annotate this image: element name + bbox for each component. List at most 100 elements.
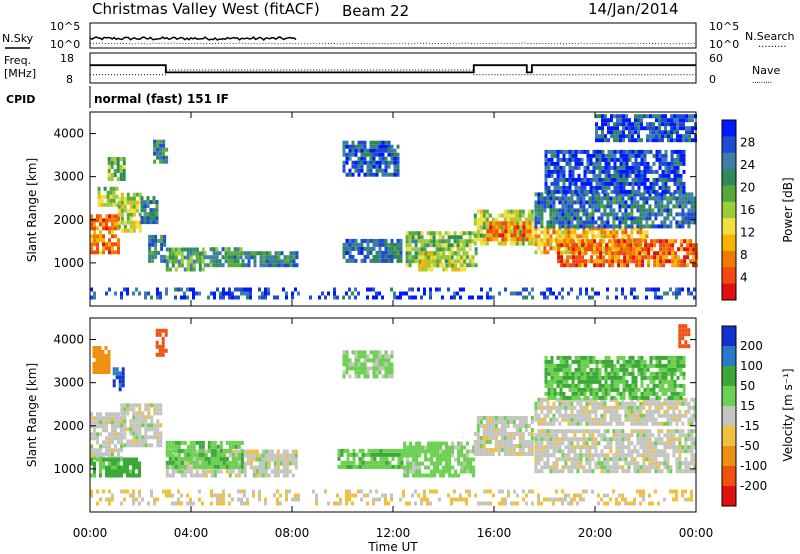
power-cell [595, 126, 598, 131]
velocity-cell [609, 421, 613, 426]
velocity-cell [448, 449, 452, 454]
power-cell [660, 208, 664, 213]
power-cell [559, 149, 563, 154]
power-cell [522, 221, 526, 226]
velocity-cell [666, 457, 670, 462]
velocity-cell [161, 328, 165, 333]
power-cell [628, 173, 632, 178]
power-cell [650, 247, 654, 252]
power-cell [381, 152, 385, 157]
power-cell [375, 164, 379, 169]
power-cell [119, 173, 123, 177]
velocity-cell [675, 417, 679, 422]
power-cell [495, 225, 499, 230]
power-cell [146, 220, 150, 225]
power-cell [570, 224, 574, 229]
power-cell [631, 130, 634, 135]
velocity-cell [243, 453, 247, 458]
velocity-cell [660, 405, 664, 410]
velocity-cell [479, 416, 483, 420]
velocity-cell [117, 457, 120, 462]
velocity-cell [600, 433, 604, 438]
velocity-cell [609, 445, 613, 450]
power-cell [297, 291, 300, 296]
power-cell [345, 172, 349, 177]
power-cell [687, 216, 691, 221]
power-cell [658, 153, 662, 158]
velocity-cell [288, 469, 292, 474]
power-cell [285, 291, 288, 296]
power-cell [414, 231, 418, 236]
velocity-cell [645, 429, 649, 434]
power-cell [615, 216, 619, 221]
velocity-cell [573, 433, 577, 438]
power-cell [577, 161, 581, 166]
velocity-cell [503, 416, 507, 420]
velocity-cell [186, 448, 190, 453]
power-cell [390, 152, 394, 157]
velocity-cell [159, 439, 163, 444]
velocity-cell [512, 452, 516, 456]
power-cell [679, 177, 683, 182]
power-cell [621, 287, 624, 292]
power-cell [262, 259, 266, 264]
velocity-cell [370, 464, 374, 469]
power-cell [658, 157, 662, 162]
velocity-cell [693, 465, 697, 470]
power-cell [528, 225, 532, 230]
power-cell [645, 224, 649, 229]
velocity-cell [436, 441, 440, 446]
velocity-cell [364, 452, 368, 457]
power-cell [604, 153, 608, 158]
power-cell [411, 259, 415, 264]
power-cell [509, 209, 513, 214]
power-cell [547, 157, 551, 162]
power-cell [673, 122, 676, 127]
velocity-cell [594, 441, 598, 446]
power-cell [498, 229, 502, 234]
velocity-cell [261, 469, 265, 474]
power-cell [195, 259, 199, 264]
power-cell [345, 160, 349, 165]
velocity-cell [690, 437, 694, 442]
power-cell [620, 247, 624, 252]
power-cell [649, 122, 652, 127]
power-cell [633, 192, 637, 197]
power-cell [660, 224, 664, 229]
power-cell [555, 238, 559, 243]
power-cell [603, 212, 607, 217]
velocity-cell [234, 473, 238, 478]
power-cell [657, 196, 661, 201]
velocity-cell [123, 419, 127, 424]
power-cell [417, 235, 421, 240]
power-cell [555, 196, 559, 201]
power-cell [589, 169, 593, 174]
power-cell [606, 224, 610, 229]
power-cell [695, 251, 699, 256]
velocity-cell [469, 449, 473, 454]
power-cell [570, 246, 574, 251]
velocity-cell [95, 370, 99, 374]
velocity-cell [204, 464, 208, 469]
power-cell [570, 192, 574, 197]
power-cell [90, 250, 93, 255]
velocity-cell [126, 411, 130, 416]
power-cell [342, 242, 346, 247]
velocity-cell [138, 473, 141, 478]
power-cell [201, 251, 205, 256]
velocity-cell [430, 473, 434, 478]
power-cell [620, 263, 624, 268]
power-cell [627, 234, 631, 239]
velocity-cell [612, 417, 616, 422]
power-cell [510, 233, 514, 238]
power-cell [530, 217, 534, 222]
power-cell [625, 126, 628, 131]
velocity-cell [147, 407, 151, 412]
velocity-cell [509, 432, 513, 436]
velocity-cell [678, 401, 682, 406]
power-cell [123, 228, 127, 233]
velocity-cell [540, 405, 544, 410]
power-cell [546, 192, 550, 197]
power-cell [667, 165, 671, 170]
power-cell [459, 231, 463, 236]
